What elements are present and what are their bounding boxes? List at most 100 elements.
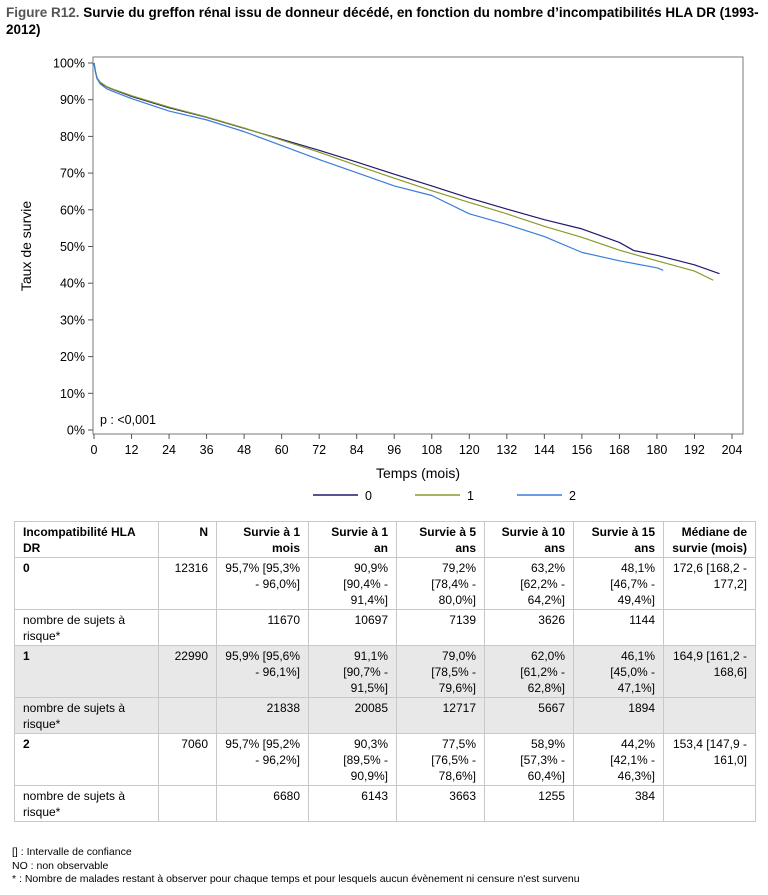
table-header: Médiane de survie (mois) bbox=[663, 521, 756, 558]
x-tick-label: 0 bbox=[91, 443, 98, 457]
table-header: Survie à 1 an bbox=[308, 521, 397, 558]
y-axis-label: Taux de survie bbox=[18, 201, 34, 291]
table-header: Survie à 5 ans bbox=[396, 521, 485, 558]
risk-cell: 21838 bbox=[216, 697, 309, 734]
x-tick-label: 36 bbox=[200, 443, 214, 457]
value-cell: 90,9% [90,4% - 91,4%] bbox=[308, 557, 397, 610]
legend-label: 2 bbox=[569, 489, 576, 503]
risk-cell bbox=[663, 697, 756, 734]
y-tick-label: 100% bbox=[53, 57, 85, 71]
risk-row: nombre de sujets à risque* 6680 6143 366… bbox=[14, 785, 756, 822]
legend-label: 1 bbox=[467, 489, 474, 503]
n-cell: 12316 bbox=[158, 557, 217, 610]
x-tick-label: 120 bbox=[459, 443, 480, 457]
risk-label: nombre de sujets à risque* bbox=[14, 609, 159, 646]
value-cell: 95,7% [95,3% - 96,0%] bbox=[216, 557, 309, 610]
risk-label: nombre de sujets à risque* bbox=[14, 785, 159, 822]
risk-cell: 20085 bbox=[308, 697, 397, 734]
footnotes: [] : Intervalle de confiance NO : non ob… bbox=[12, 846, 580, 887]
n-cell bbox=[158, 785, 217, 822]
series-line-1 bbox=[93, 62, 714, 281]
value-cell: 164,9 [161,2 - 168,6] bbox=[663, 645, 756, 698]
value-cell: 48,1% [46,7% - 49,4%] bbox=[573, 557, 664, 610]
figure-label: Figure R12. bbox=[6, 5, 80, 20]
plot-frame-group bbox=[92, 56, 744, 435]
x-tick-label: 144 bbox=[534, 443, 555, 457]
risk-cell: 3663 bbox=[396, 785, 485, 822]
risk-cell bbox=[663, 609, 756, 646]
risk-cell: 12717 bbox=[396, 697, 485, 734]
risk-cell: 1144 bbox=[573, 609, 664, 646]
group-label: 1 bbox=[14, 645, 159, 698]
group-label: 2 bbox=[14, 733, 159, 786]
risk-cell: 7139 bbox=[396, 609, 485, 646]
x-tick-label: 132 bbox=[496, 443, 517, 457]
value-cell: 153,4 [147,9 - 161,0] bbox=[663, 733, 756, 786]
x-tick-label: 192 bbox=[684, 443, 705, 457]
risk-row: nombre de sujets à risque* 21838 20085 1… bbox=[14, 697, 756, 734]
y-tick-label: 80% bbox=[60, 130, 85, 144]
legend: 0 1 2 bbox=[313, 489, 576, 503]
risk-cell: 1894 bbox=[573, 697, 664, 734]
value-cell: 63,2% [62,2% - 64,2%] bbox=[484, 557, 574, 610]
survival-chart: 0% 10% 20% 30% 40% 50% 60% 70% 80% 90% 100% 0 12 24 36… bbox=[18, 56, 744, 481]
table-header: Survie à 1 mois bbox=[216, 521, 309, 558]
x-tick-label: 180 bbox=[647, 443, 668, 457]
table-header: Incompatibilité HLA DR bbox=[14, 521, 159, 558]
risk-row: nombre de sujets à risque* 11670 10697 7… bbox=[14, 609, 756, 646]
series-line-0 bbox=[93, 62, 720, 275]
table-header: N bbox=[158, 521, 217, 558]
table-header: Survie à 15 ans bbox=[573, 521, 664, 558]
value-cell: 77,5% [76,5% - 78,6%] bbox=[396, 733, 485, 786]
risk-cell: 6143 bbox=[308, 785, 397, 822]
risk-cell: 10697 bbox=[308, 609, 397, 646]
footnote: [] : Intervalle de confiance bbox=[12, 846, 132, 858]
footnote: NO : non observable bbox=[12, 859, 109, 872]
table-header: Survie à 10 ans bbox=[484, 521, 574, 558]
series-line-2 bbox=[93, 62, 664, 271]
x-tick-label: 96 bbox=[387, 443, 401, 457]
risk-cell: 384 bbox=[573, 785, 664, 822]
figure-title: Figure R12. Survie du greffon rénal issu… bbox=[6, 4, 762, 38]
value-cell: 79,0% [78,5% - 79,6%] bbox=[396, 645, 485, 698]
y-tick-label: 20% bbox=[60, 350, 85, 364]
axes-group: 0% 10% 20% 30% 40% 50% 60% 70% 80% 90% 100% 0 12 24 36… bbox=[53, 57, 742, 458]
series-lines bbox=[93, 62, 720, 281]
value-cell: 58,9% [57,3% - 60,4%] bbox=[484, 733, 574, 786]
table-row: 0 12316 95,7% [95,3% - 96,0%] 90,9% [90,… bbox=[14, 557, 756, 610]
n-cell: 22990 bbox=[158, 645, 217, 698]
footnote: * : Nombre de malades restant à observer… bbox=[12, 873, 580, 885]
value-cell: 46,1% [45,0% - 47,1%] bbox=[573, 645, 664, 698]
x-tick-label: 12 bbox=[125, 443, 139, 457]
plot-frame bbox=[92, 56, 744, 435]
value-cell: 91,1% [90,7% - 91,5%] bbox=[308, 645, 397, 698]
group-label: 0 bbox=[14, 557, 159, 610]
y-tick-label: 50% bbox=[60, 240, 85, 254]
table-row: 2 7060 95,7% [95,2% - 96,2%] 90,3% [89,5… bbox=[14, 733, 756, 786]
value-cell: 95,9% [95,6% - 96,1%] bbox=[216, 645, 309, 698]
survival-table: Incompatibilité HLA DR N Survie à 1 mois… bbox=[14, 521, 756, 822]
x-tick-label: 204 bbox=[722, 443, 743, 457]
value-cell: 44,2% [42,1% - 46,3%] bbox=[573, 733, 664, 786]
value-cell: 95,7% [95,2% - 96,2%] bbox=[216, 733, 309, 786]
y-tick-label: 30% bbox=[60, 313, 85, 327]
risk-cell: 11670 bbox=[216, 609, 309, 646]
x-tick-label: 60 bbox=[275, 443, 289, 457]
value-cell: 90,3% [89,5% - 90,9%] bbox=[308, 733, 397, 786]
x-tick-label: 72 bbox=[312, 443, 326, 457]
x-axis-label: Temps (mois) bbox=[376, 465, 460, 481]
figure-title-text: Survie du greffon rénal issu de donneur … bbox=[6, 5, 759, 37]
value-cell: 172,6 [168,2 - 177,2] bbox=[663, 557, 756, 610]
risk-cell: 1255 bbox=[484, 785, 574, 822]
table-header-row: Incompatibilité HLA DR N Survie à 1 mois… bbox=[14, 521, 756, 558]
p-value-annotation: p : <0,001 bbox=[100, 413, 156, 427]
risk-cell: 5667 bbox=[484, 697, 574, 734]
risk-cell: 6680 bbox=[216, 785, 309, 822]
legend-label: 0 bbox=[365, 489, 372, 503]
y-tick-label: 90% bbox=[60, 93, 85, 107]
n-cell bbox=[158, 697, 217, 734]
table-row: 1 22990 95,9% [95,6% - 96,1%] 91,1% [90,… bbox=[14, 645, 756, 698]
risk-label: nombre de sujets à risque* bbox=[14, 697, 159, 734]
risk-cell: 3626 bbox=[484, 609, 574, 646]
y-tick-label: 40% bbox=[60, 277, 85, 291]
